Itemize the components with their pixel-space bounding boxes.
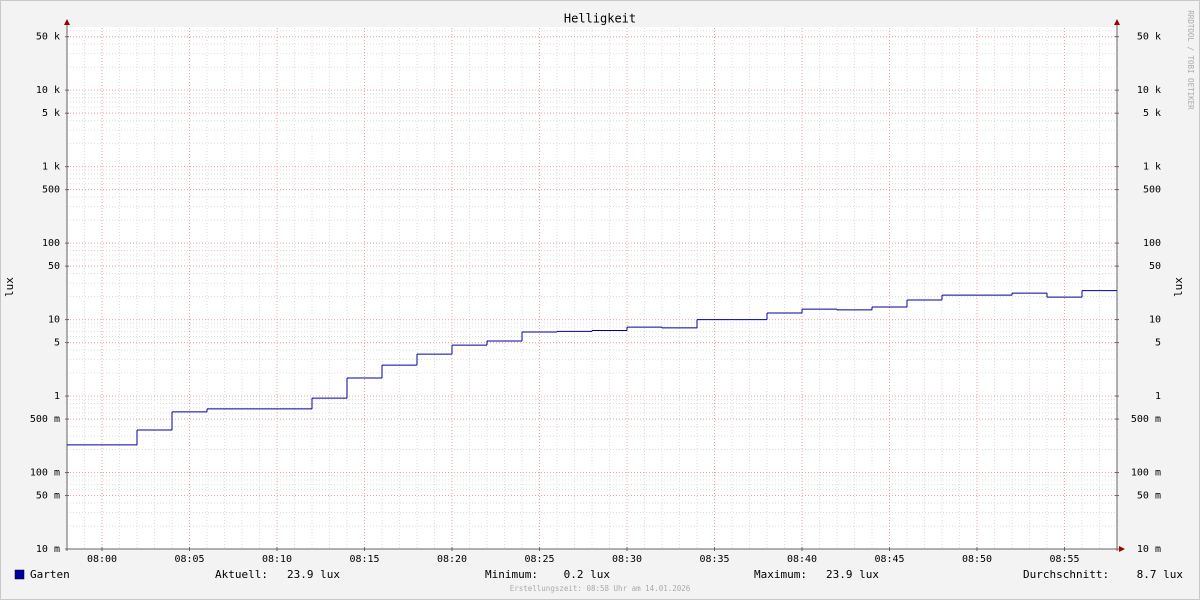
x-tick-label: 08:15 xyxy=(349,554,379,565)
x-tick-label: 08:10 xyxy=(262,554,292,565)
y-axis-label: lux xyxy=(3,277,16,297)
summary-value: 0.2 lux xyxy=(564,568,611,581)
footer: Erstellungszeit: 08:58 Uhr am 14.01.2026 xyxy=(510,584,691,593)
y-tick-label: 500 m xyxy=(30,414,60,425)
chart-title: Helligkeit xyxy=(564,12,636,26)
y-tick-label: 5 xyxy=(54,338,60,349)
y-tick-label: 100 xyxy=(42,238,60,249)
x-tick-label: 08:35 xyxy=(699,554,729,565)
x-tick-label: 08:50 xyxy=(962,554,992,565)
x-tick-label: 08:30 xyxy=(612,554,642,565)
summary-value: 23.9 lux xyxy=(287,568,340,581)
x-tick-label: 08:25 xyxy=(524,554,554,565)
y2-tick-label: 500 m xyxy=(1131,414,1161,425)
x-tick-label: 08:20 xyxy=(437,554,467,565)
y2-tick-label: 10 xyxy=(1149,315,1161,326)
y2-tick-label: 5 k xyxy=(1143,108,1161,119)
y2-tick-label: 5 xyxy=(1155,338,1161,349)
y-tick-label: 5 k xyxy=(42,108,60,119)
axis-arrow xyxy=(1119,546,1125,552)
y2-tick-label: 50 m xyxy=(1137,491,1161,502)
legend-swatch xyxy=(14,569,25,580)
y-tick-label: 10 xyxy=(48,315,60,326)
y2-tick-label: 100 xyxy=(1143,238,1161,249)
axis-arrow xyxy=(1114,19,1120,25)
y2-tick-label: 1 k xyxy=(1143,162,1161,173)
summary-label: Aktuell: xyxy=(215,568,268,581)
y2-tick-label: 100 m xyxy=(1131,468,1161,479)
summary-label: Maximum: xyxy=(754,568,807,581)
y-tick-label: 500 xyxy=(42,185,60,196)
y2-tick-label: 500 xyxy=(1143,185,1161,196)
y2-axis-label: lux xyxy=(1172,277,1185,297)
x-tick-label: 08:05 xyxy=(174,554,204,565)
y-tick-label: 10 k xyxy=(36,85,60,96)
y2-tick-label: 10 k xyxy=(1137,85,1161,96)
y-tick-label: 100 m xyxy=(30,468,60,479)
y2-tick-label: 50 xyxy=(1149,261,1161,272)
y-tick-label: 10 m xyxy=(36,544,60,555)
summary-value: 8.7 lux xyxy=(1137,568,1184,581)
y2-tick-label: 10 m xyxy=(1137,544,1161,555)
summary-label: Durchschnitt: xyxy=(1023,568,1109,581)
y-tick-label: 50 k xyxy=(36,32,60,43)
y-tick-label: 1 xyxy=(54,391,60,402)
plot-area xyxy=(67,27,1117,549)
axis-arrow xyxy=(64,19,70,25)
x-tick-label: 08:00 xyxy=(87,554,117,565)
y-tick-label: 1 k xyxy=(42,162,60,173)
legend-label: Garten xyxy=(30,568,70,581)
y-tick-label: 50 xyxy=(48,261,60,272)
y-tick-label: 50 m xyxy=(36,491,60,502)
y2-tick-label: 1 xyxy=(1155,391,1161,402)
watermark: RRDTOOL / TOBI OETIKER xyxy=(1186,10,1195,110)
x-tick-label: 08:55 xyxy=(1049,554,1079,565)
x-tick-label: 08:40 xyxy=(787,554,817,565)
y2-tick-label: 50 k xyxy=(1137,32,1161,43)
summary-value: 23.9 lux xyxy=(826,568,879,581)
x-tick-label: 08:45 xyxy=(874,554,904,565)
summary-label: Minimum: xyxy=(485,568,538,581)
